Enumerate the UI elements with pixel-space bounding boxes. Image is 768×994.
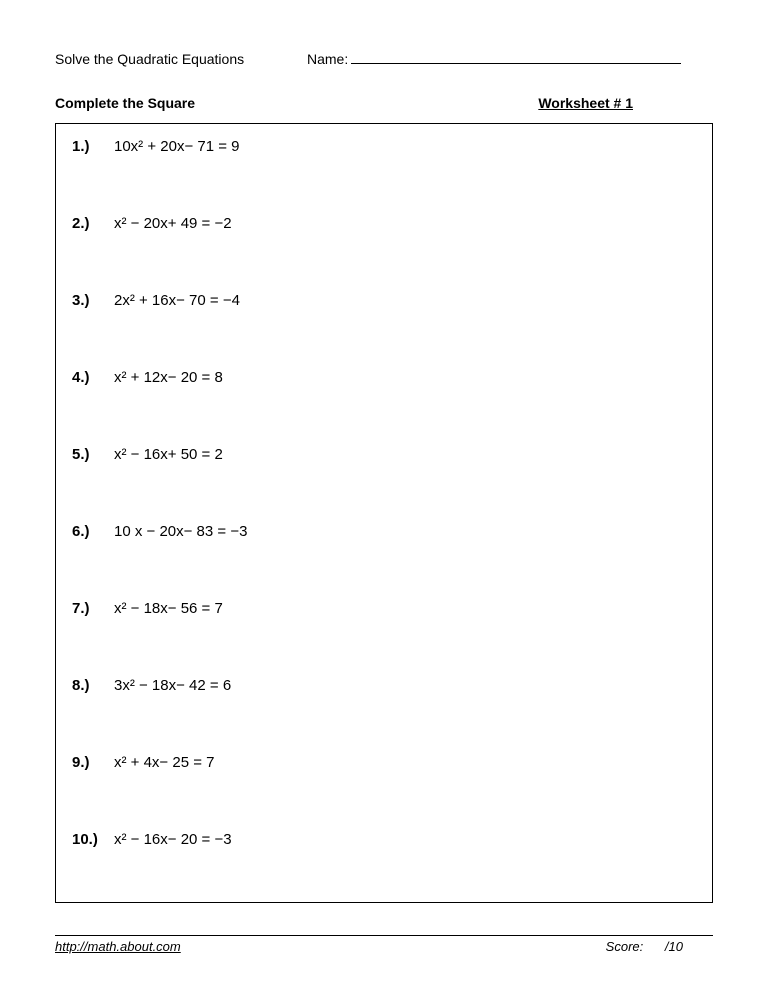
problem-number: 7.) [72, 600, 114, 617]
problem-number: 5.) [72, 446, 114, 463]
problem-row: 3.) 2x² + 16x− 70 = −4 [72, 292, 696, 309]
footer-link[interactable]: http://math.about.com [55, 939, 181, 954]
subheader-row: Complete the Square Worksheet # 1 [55, 95, 713, 111]
problem-row: 8.) 3x² − 18x− 42 = 6 [72, 677, 696, 694]
footer-score: Score: /10 [606, 939, 683, 954]
problem-row: 4.) x² + 12x− 20 = 8 [72, 369, 696, 386]
problem-row: 10.) x² − 16x− 20 = −3 [72, 831, 696, 848]
problem-equation: x² + 12x− 20 = 8 [114, 369, 223, 386]
footer-row: http://math.about.com Score: /10 [55, 935, 713, 954]
problem-row: 1.) 10x² + 20x− 71 = 9 [72, 138, 696, 155]
name-label: Name: [307, 51, 348, 67]
header-row: Solve the Quadratic Equations Name: [55, 50, 713, 67]
problem-equation: x² − 20x+ 49 = −2 [114, 215, 232, 232]
subheader-right: Worksheet # 1 [538, 95, 633, 111]
problem-equation: 3x² − 18x− 42 = 6 [114, 677, 231, 694]
problem-row: 5.) x² − 16x+ 50 = 2 [72, 446, 696, 463]
problem-number: 9.) [72, 754, 114, 771]
problem-number: 1.) [72, 138, 114, 155]
name-input-line[interactable] [351, 50, 681, 64]
problems-box: 1.) 10x² + 20x− 71 = 9 2.) x² − 20x+ 49 … [55, 123, 713, 903]
problem-row: 2.) x² − 20x+ 49 = −2 [72, 215, 696, 232]
problem-number: 4.) [72, 369, 114, 386]
problem-equation: 2x² + 16x− 70 = −4 [114, 292, 240, 309]
problem-row: 9.) x² + 4x− 25 = 7 [72, 754, 696, 771]
problem-equation: 10x² + 20x− 71 = 9 [114, 138, 240, 155]
problem-equation: x² − 18x− 56 = 7 [114, 600, 223, 617]
problem-equation: 10 x − 20x− 83 = −3 [114, 523, 247, 540]
problem-row: 7.) x² − 18x− 56 = 7 [72, 600, 696, 617]
problem-number: 8.) [72, 677, 114, 694]
problem-number: 3.) [72, 292, 114, 309]
problem-row: 6.) 10 x − 20x− 83 = −3 [72, 523, 696, 540]
score-total: /10 [665, 939, 683, 954]
problem-number: 2.) [72, 215, 114, 232]
problem-equation: x² − 16x+ 50 = 2 [114, 446, 223, 463]
problem-equation: x² − 16x− 20 = −3 [114, 831, 232, 848]
problem-number: 6.) [72, 523, 114, 540]
subheader-left: Complete the Square [55, 95, 195, 111]
score-label: Score: [606, 939, 644, 954]
problem-number: 10.) [72, 831, 114, 848]
problem-equation: x² + 4x− 25 = 7 [114, 754, 214, 771]
page-title: Solve the Quadratic Equations [55, 51, 307, 67]
